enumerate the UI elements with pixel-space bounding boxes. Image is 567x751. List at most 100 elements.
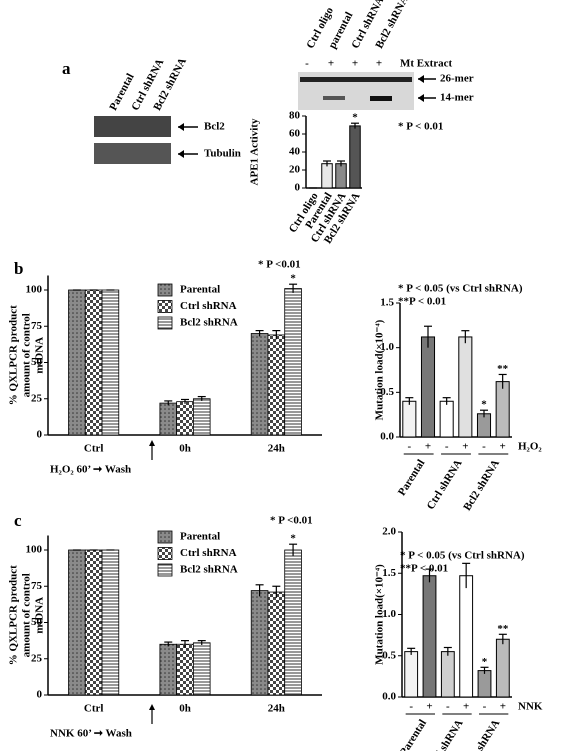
y-axis-label: Mutation load(×10⁻⁴) <box>374 319 386 420</box>
bar <box>101 549 120 696</box>
y-tick-label: 100 <box>26 284 43 296</box>
group-label: Parental <box>396 458 427 498</box>
legend-swatch <box>157 316 173 330</box>
annotation: * P < 0.01 <box>398 121 443 133</box>
y-tick-label: 25 <box>31 652 43 664</box>
panel-label: c <box>14 511 22 530</box>
band-label: 14-mer <box>440 92 474 104</box>
bar <box>495 638 510 698</box>
blot-band <box>94 143 171 164</box>
legend-label: Ctrl shRNA <box>180 547 237 559</box>
legend-label: Parental <box>180 531 220 543</box>
group-label: Ctrl shRNA <box>425 458 465 512</box>
y-tick-label: 1.5 <box>382 567 396 579</box>
arrow-head <box>418 94 424 102</box>
x-tick-label: - <box>483 701 487 713</box>
bar <box>192 642 211 696</box>
x-tick-label: 0h <box>179 703 191 715</box>
significance: * <box>352 112 358 124</box>
y-tick-label: 0 <box>37 429 43 441</box>
arrow-head <box>418 75 424 83</box>
x-tick-label: - <box>446 701 450 713</box>
bar <box>68 549 86 696</box>
y-tick-label: 0 <box>295 182 301 194</box>
annotation: * P < 0.05 (vs Ctrl shRNA) <box>398 283 523 295</box>
bar <box>250 590 269 696</box>
y-tick-label: 1.0 <box>382 608 396 620</box>
bar <box>402 400 417 438</box>
sign: + <box>376 58 382 70</box>
bar <box>101 289 120 436</box>
legend-label: Bcl2 shRNA <box>180 317 238 329</box>
x-note: NNK 60’ ➞ Wash <box>50 728 132 740</box>
annotation: **P < 0.01 <box>400 563 448 575</box>
legend-swatch <box>157 300 173 313</box>
gel-band <box>300 77 412 82</box>
x-tick-label: + <box>500 441 506 453</box>
legend-swatch <box>157 283 173 297</box>
annotation: **P < 0.01 <box>398 296 446 308</box>
y-axis-label: mtDNA <box>34 597 46 634</box>
group-label: Bcl2 shRNA <box>462 718 503 751</box>
gel-band <box>323 96 345 100</box>
y-tick-label: 0.5 <box>380 386 394 398</box>
group-label: Bcl2 shRNA <box>461 458 502 513</box>
x-tick-label: Ctrl <box>84 443 104 455</box>
y-tick-label: 75 <box>31 580 43 592</box>
bar <box>420 336 436 438</box>
significance: * <box>482 656 488 668</box>
bar <box>159 402 178 436</box>
sign: - <box>305 58 309 70</box>
bar <box>439 400 454 438</box>
significance: ** <box>497 623 509 635</box>
group-label: Parental <box>398 718 429 751</box>
blot-band <box>94 116 171 137</box>
y-axis-label: mtDNA <box>34 337 46 374</box>
annotation: * P < 0.05 (vs Ctrl shRNA) <box>400 550 525 562</box>
legend-swatch <box>157 547 173 560</box>
y-tick-label: 50 <box>31 616 43 628</box>
bar <box>422 575 437 698</box>
y-tick-label: 1.0 <box>380 341 394 353</box>
y-axis-label: amount of control <box>21 573 33 657</box>
arrow-head <box>149 440 155 446</box>
arrow-head <box>178 123 184 131</box>
group-label: Ctrl shRNA <box>426 718 466 751</box>
bar <box>192 398 211 436</box>
significance: * <box>290 273 296 285</box>
y-tick-label: 50 <box>31 356 43 368</box>
significance: ** <box>497 363 509 375</box>
factor-label: H₂O₂ <box>518 441 542 453</box>
band-label: Bcl2 <box>204 121 225 133</box>
x-tick-label: - <box>445 441 449 453</box>
bar <box>267 591 286 696</box>
annotation: * P <0.01 <box>270 515 313 527</box>
panel-label: a <box>62 59 71 78</box>
bar <box>404 651 419 698</box>
x-tick-label: - <box>482 441 486 453</box>
y-tick-label: 20 <box>289 164 301 176</box>
bar <box>440 651 455 698</box>
legend-label: Bcl2 shRNA <box>180 564 238 576</box>
arrow-head <box>178 150 184 158</box>
band-label: 26-mer <box>440 73 474 85</box>
annotation: * P <0.01 <box>258 259 301 271</box>
legend-label: Parental <box>180 284 220 296</box>
x-tick-label: Ctrl <box>84 703 104 715</box>
y-tick-label: 0.0 <box>382 691 396 703</box>
factor-label: NNK <box>518 701 543 713</box>
y-tick-label: 60 <box>289 128 301 140</box>
legend-swatch <box>157 530 173 544</box>
y-tick-label: 40 <box>289 146 301 158</box>
bar <box>84 289 103 436</box>
panel-label: b <box>14 259 23 278</box>
y-tick-label: 80 <box>289 110 301 122</box>
x-tick-label: 24h <box>268 703 285 715</box>
bar <box>459 575 474 698</box>
bar <box>495 381 510 438</box>
y-tick-label: 0 <box>37 689 43 701</box>
bar <box>84 549 103 696</box>
bar <box>68 289 86 436</box>
x-tick-label: + <box>425 441 431 453</box>
